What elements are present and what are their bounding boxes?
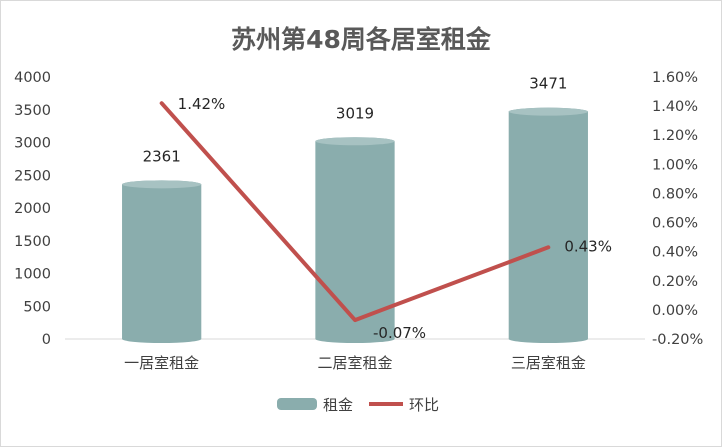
line-data-label: 0.43% bbox=[564, 237, 612, 255]
right-tick-label: 1.40% bbox=[652, 99, 698, 115]
left-tick-label: 4000 bbox=[14, 70, 51, 86]
left-tick-label: 1500 bbox=[14, 234, 51, 250]
bar-data-label: 3471 bbox=[529, 75, 567, 93]
legend-swatch-bar bbox=[277, 398, 317, 410]
bar-data-label: 3019 bbox=[336, 104, 374, 122]
right-tick-label: 1.60% bbox=[652, 70, 698, 86]
right-axis: -0.20% 0.00% 0.20% 0.40% 0.60% 0.80% 1.00% 1.20… bbox=[652, 70, 703, 348]
left-axis: 0 500 1000 1500 2000 2500 3000 3500 4000 bbox=[14, 70, 51, 348]
right-tick-label: 1.20% bbox=[652, 128, 698, 144]
legend: 租金 环比 bbox=[277, 396, 439, 414]
line-path bbox=[159, 101, 551, 323]
right-tick-label: 0.40% bbox=[652, 245, 698, 261]
line-data-label: -0.07% bbox=[373, 324, 426, 342]
category-axis-labels: 一居室租金 二居室租金 三居室租金 bbox=[124, 354, 586, 372]
left-tick-label: 2500 bbox=[14, 168, 51, 184]
right-tick-label: 0.20% bbox=[652, 274, 698, 290]
category-label: 一居室租金 bbox=[124, 354, 199, 372]
legend-label: 环比 bbox=[409, 396, 439, 414]
line-data-label: 1.42% bbox=[178, 95, 226, 113]
legend-label: 租金 bbox=[323, 396, 353, 414]
left-tick-label: 1000 bbox=[14, 267, 51, 283]
category-label: 二居室租金 bbox=[317, 354, 392, 372]
bar bbox=[315, 137, 395, 343]
category-label: 三居室租金 bbox=[511, 354, 586, 372]
bar-top bbox=[122, 180, 202, 189]
bar-data-label: 2361 bbox=[143, 147, 181, 165]
left-tick-label: 0 bbox=[42, 332, 51, 348]
left-tick-label: 3000 bbox=[14, 136, 51, 152]
bar bbox=[122, 180, 202, 343]
left-tick-label: 500 bbox=[23, 299, 51, 315]
right-tick-label: 0.80% bbox=[652, 186, 698, 202]
bar bbox=[508, 107, 588, 343]
chart-title: 苏州第48周各居室租金 bbox=[231, 25, 492, 54]
right-tick-label: 1.00% bbox=[652, 157, 698, 173]
right-tick-label: 0.60% bbox=[652, 216, 698, 232]
bar-top bbox=[508, 107, 588, 116]
left-tick-label: 2000 bbox=[14, 201, 51, 217]
right-tick-label: 0.00% bbox=[652, 303, 698, 319]
line-series: 1.42% -0.07% 0.43% bbox=[159, 95, 612, 342]
bar-series: 2361 3019 3471 bbox=[122, 75, 588, 343]
left-tick-label: 3500 bbox=[14, 103, 51, 119]
right-tick-label: -0.20% bbox=[652, 332, 703, 348]
bar-top bbox=[315, 137, 395, 146]
